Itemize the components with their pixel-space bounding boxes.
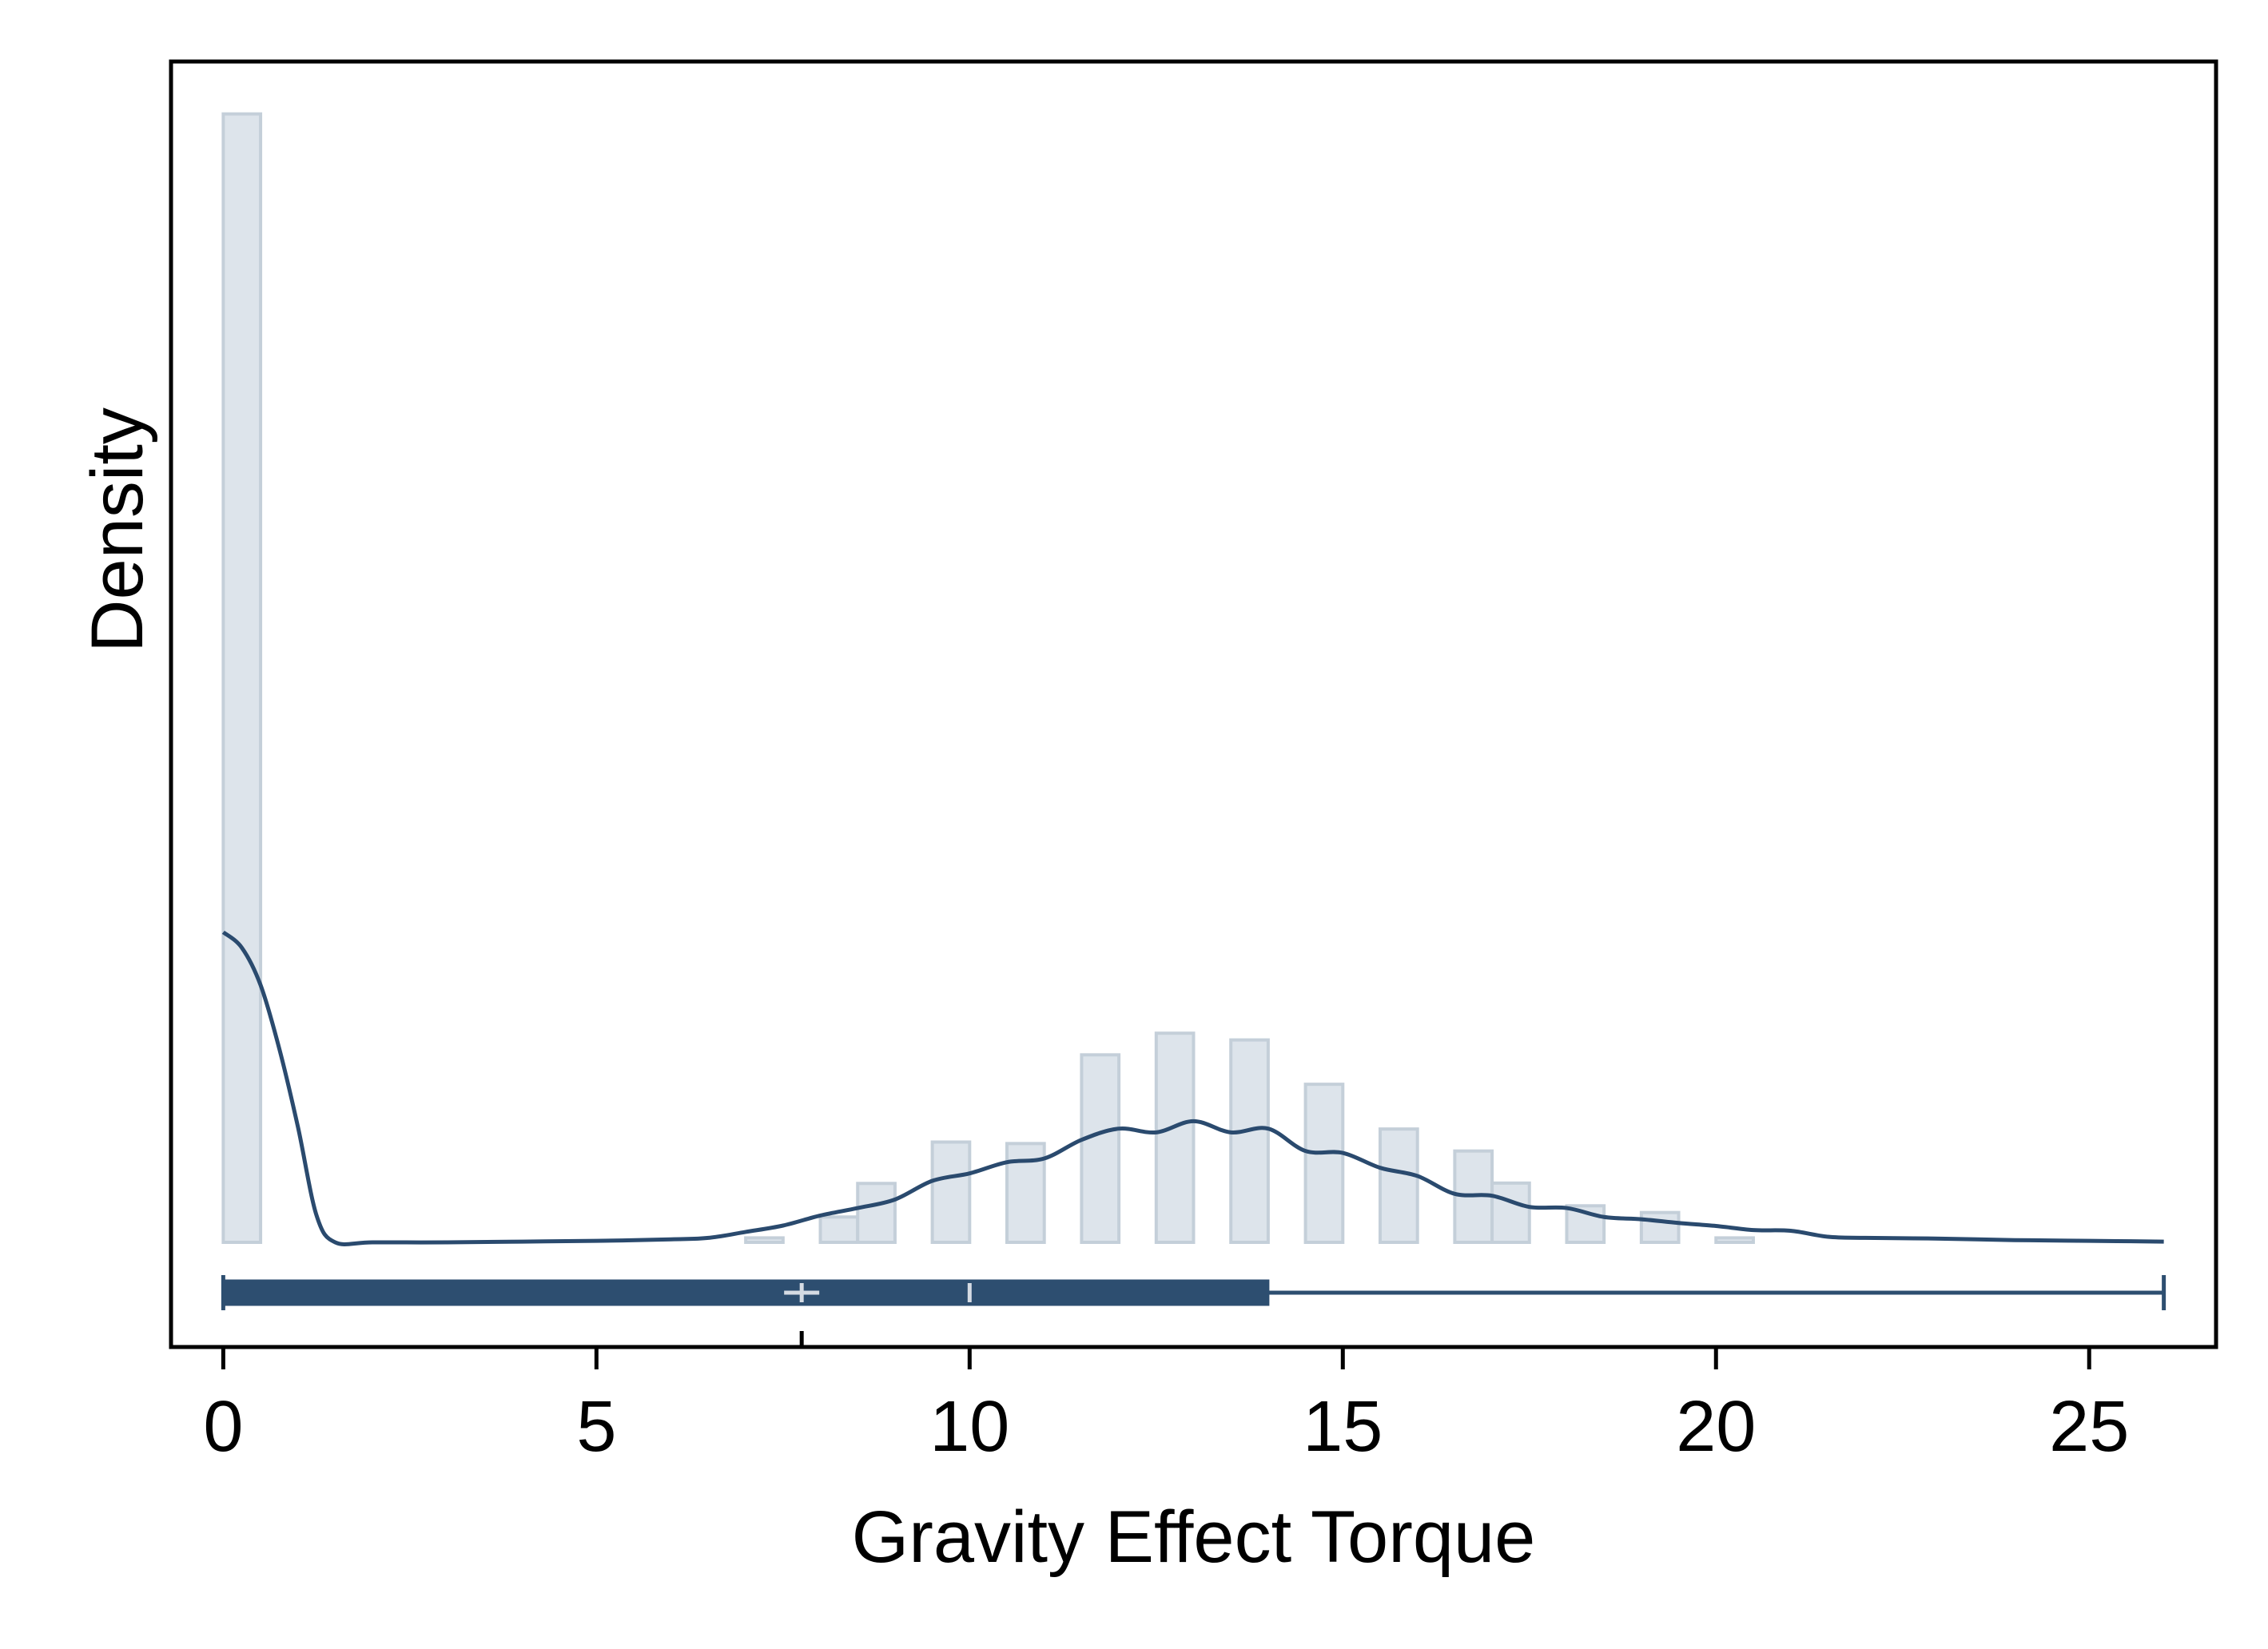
y-axis-title: Density	[77, 407, 158, 653]
x-tick-label-5: 5	[576, 1387, 616, 1467]
histogram-bar-9	[1303, 1083, 1345, 1245]
histogram-bar-10	[1378, 1127, 1419, 1244]
histogram-bar-6	[1080, 1053, 1121, 1244]
histogram-bar-0	[221, 112, 263, 1244]
x-axis-title: Gravity Effect Torque	[852, 1496, 1536, 1578]
plot-frame	[169, 59, 2218, 1349]
histogram-bar-14	[1639, 1210, 1681, 1244]
histogram-bar-12	[1490, 1181, 1531, 1244]
histogram-bar-4	[930, 1140, 972, 1245]
histogram-bar-15	[1714, 1236, 1755, 1244]
x-axis-ticks: 0 5 10 15 20 25	[203, 1347, 2129, 1467]
histogram-bar-3	[856, 1182, 897, 1245]
x-tick-label-25: 25	[2049, 1387, 2129, 1467]
x-tick-label-15: 15	[1303, 1387, 1383, 1467]
box-iqr	[221, 1279, 1270, 1306]
x-tick-label-10: 10	[929, 1387, 1009, 1467]
box-plot	[221, 1275, 2167, 1347]
x-tick-label-20: 20	[1676, 1387, 1756, 1467]
histogram-bar-2	[818, 1215, 860, 1245]
histogram-bar-7	[1154, 1031, 1196, 1245]
histogram-bars	[221, 112, 1755, 1245]
histogram-bar-1	[744, 1236, 785, 1244]
histogram-bar-8	[1229, 1038, 1270, 1245]
kde-density-line	[221, 930, 2164, 1246]
x-tick-label-0: 0	[203, 1387, 243, 1467]
